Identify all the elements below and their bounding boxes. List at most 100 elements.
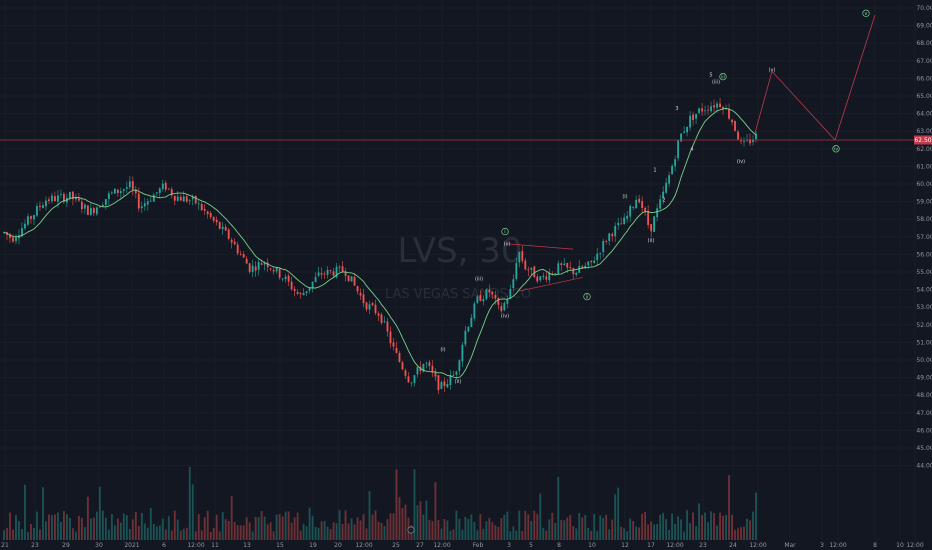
candle-body (80, 201, 83, 210)
candle-body (461, 344, 464, 362)
candle-body (116, 189, 119, 194)
candle-body (596, 253, 599, 260)
volume-bar (125, 515, 128, 540)
volume-bar (188, 466, 191, 540)
volume-bar (266, 524, 269, 540)
wave-label: (iii) (712, 80, 720, 86)
candle-body (287, 275, 290, 282)
x-tick-label: 29 (62, 542, 70, 549)
wave-label: iv (834, 147, 838, 153)
volume-bar (548, 519, 551, 540)
candle-body (161, 183, 164, 190)
candle-body (731, 119, 733, 123)
volume-bar (119, 522, 122, 540)
volume-bar (113, 525, 116, 540)
volume-bar (89, 518, 92, 540)
candle-body (431, 365, 434, 373)
candle-body (494, 295, 497, 299)
candle-body (674, 159, 677, 167)
candle-body (452, 375, 455, 376)
volume-bar (701, 515, 703, 540)
candle-body (575, 272, 578, 275)
volume-bar (470, 514, 473, 540)
volume-bar (419, 501, 422, 540)
candle-body (299, 293, 302, 295)
candle-body (668, 175, 671, 184)
candle-body (74, 197, 77, 200)
volume-bar (629, 518, 632, 540)
volume-bar (659, 514, 662, 540)
candle-body (350, 276, 353, 282)
candle-body (527, 269, 530, 271)
candle-body (530, 267, 533, 270)
volume-bar (530, 521, 533, 540)
candle-body (143, 203, 146, 207)
candle-body (323, 273, 326, 275)
volume-bar (665, 519, 668, 540)
y-tick-label: 68.00 (916, 40, 932, 47)
volume-bar (27, 531, 29, 540)
volume-bar (467, 518, 470, 540)
candle-body (212, 216, 215, 221)
price-axis[interactable]: 70.00 69.00 68.00 67.00 66.00 65.00 64.00 63.00… (916, 5, 932, 470)
candle-body (281, 278, 284, 280)
volume-bar (632, 521, 635, 540)
volume-bar (221, 511, 224, 540)
volume-bar (314, 527, 317, 540)
volume-bar (647, 524, 650, 540)
candle-body (140, 206, 143, 209)
x-tick-label: 3 (820, 542, 824, 549)
candle-body (395, 347, 398, 353)
y-tick-label: 48.00 (916, 392, 932, 399)
candle-body (416, 367, 419, 375)
volume-bar (21, 529, 23, 540)
volume-bar (245, 517, 248, 540)
volume-bar (497, 526, 500, 540)
candle-body (422, 363, 425, 372)
volume-bar (251, 531, 254, 540)
volume-bar (389, 513, 392, 540)
candle-body (611, 233, 614, 237)
volume-bar (380, 522, 383, 540)
volume-bar (134, 511, 137, 540)
volume-bar (98, 486, 101, 540)
x-tick-label: 10 (896, 542, 904, 549)
volume-bar (179, 530, 182, 540)
volume-bar (392, 513, 395, 540)
volume-bar (734, 529, 736, 540)
candle-body (30, 216, 32, 219)
candle-body (536, 276, 539, 282)
volume-bar (281, 516, 284, 540)
volume-bar (752, 511, 754, 540)
candle-body (39, 205, 41, 208)
x-tick-label: 17 (647, 542, 655, 549)
candle-body (608, 233, 611, 241)
volume-bar (644, 511, 647, 540)
x-tick-label: 19 (309, 542, 317, 549)
volume-bar (425, 500, 428, 540)
volume-bar (716, 525, 718, 540)
wave-label-circle (832, 145, 840, 153)
candle-body (647, 210, 650, 226)
tv-logo-icon[interactable] (407, 526, 415, 534)
volume-bar (236, 525, 239, 540)
x-tick-label: 24 (729, 542, 737, 549)
candle-body (110, 192, 113, 194)
time-axis[interactable]: 21 23 29 30 2021 6 12:00 11 13 15 19 20 12:00 25 27 12:… (1, 542, 924, 549)
volume-bar (278, 514, 281, 540)
y-tick-label: 56.00 (916, 251, 932, 258)
candle-body (698, 108, 701, 113)
candle-body (149, 200, 152, 202)
candle-body (155, 192, 158, 194)
volume-bar (51, 515, 53, 540)
candle-body (686, 126, 689, 133)
candle-body (42, 205, 44, 209)
volume-bar (443, 519, 446, 540)
volume-bar (551, 512, 554, 540)
candle-body (12, 237, 14, 242)
candle-body (617, 222, 620, 225)
candle-body (659, 199, 662, 209)
volume-bar (404, 504, 407, 540)
candle-body (263, 262, 266, 265)
